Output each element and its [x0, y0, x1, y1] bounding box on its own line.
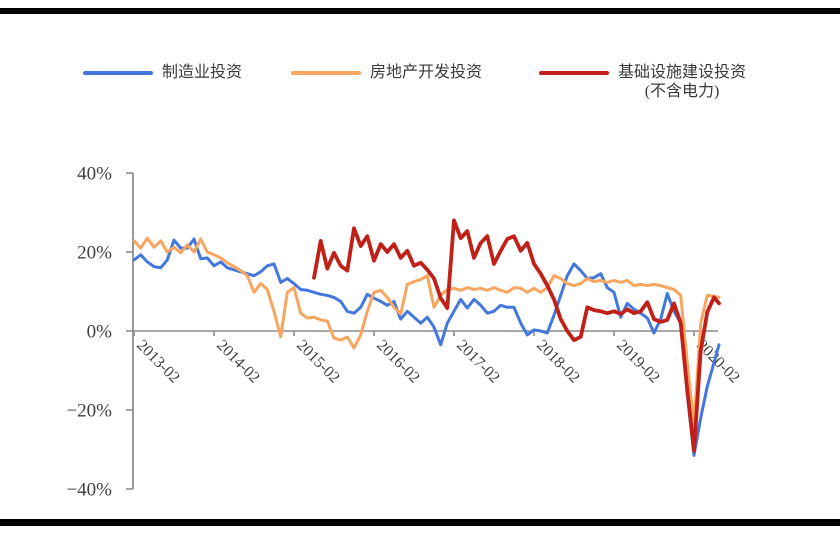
- legend-swatch-manufacturing-icon: [83, 71, 153, 75]
- legend-label-infrastructure: 基础设施建设投资 (不含电力): [618, 63, 746, 101]
- legend-item-infrastructure: 基础设施建设投资 (不含电力): [539, 63, 746, 101]
- legend-item-manufacturing: 制造业投资: [83, 63, 242, 82]
- y-tick-label: −40%: [66, 480, 112, 501]
- chart-legend: 制造业投资 房地产开发投资 基础设施建设投资 (不含电力): [83, 63, 746, 101]
- legend-label-manufacturing: 制造业投资: [162, 64, 243, 81]
- top-rule: [0, 8, 840, 14]
- x-tick-label: 2019-02: [613, 337, 663, 387]
- legend-label-real-estate: 房地产开发投资: [370, 64, 483, 81]
- y-tick-label: 20%: [77, 243, 112, 264]
- series-line-2: [312, 218, 721, 453]
- y-tick-label: 40%: [77, 164, 112, 185]
- y-tick-label: −20%: [66, 401, 112, 422]
- x-tick-label: 2014-02: [213, 337, 263, 387]
- legend-label-infrastructure-line2: (不含电力): [644, 83, 720, 100]
- series-line-1: [132, 236, 721, 428]
- y-tick-label: 0%: [87, 322, 113, 343]
- x-tick-label: 2017-02: [453, 337, 503, 387]
- x-tick-label: 2018-02: [533, 337, 583, 387]
- x-tick-label: 2016-02: [373, 337, 423, 387]
- x-tick-label: 2013-02: [133, 337, 183, 387]
- legend-label-infrastructure-line1: 基础设施建设投资: [618, 64, 747, 81]
- legend-swatch-real-estate-icon: [291, 71, 362, 75]
- x-tick-label: 2015-02: [293, 337, 343, 387]
- legend-swatch-infrastructure-icon: [539, 71, 610, 75]
- bottom-rule: [0, 519, 840, 526]
- legend-item-real-estate: 房地产开发投资: [291, 63, 482, 82]
